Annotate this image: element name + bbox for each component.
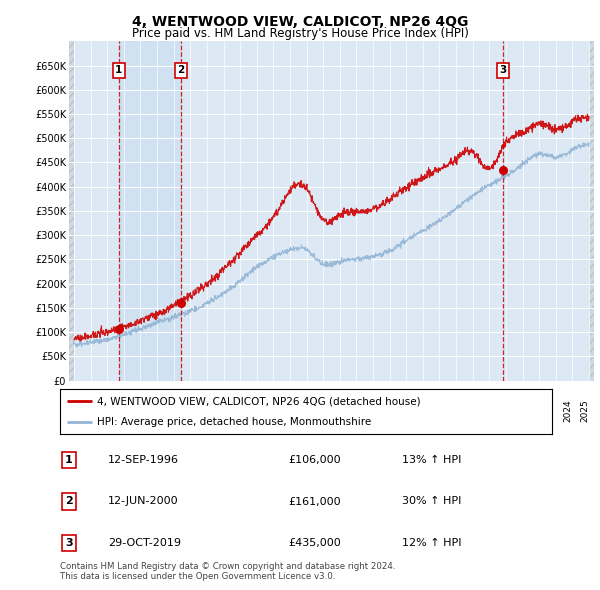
- Text: 2006: 2006: [265, 399, 274, 422]
- Text: 2023: 2023: [547, 399, 556, 422]
- Text: Price paid vs. HM Land Registry's House Price Index (HPI): Price paid vs. HM Land Registry's House …: [131, 27, 469, 40]
- Text: £161,000: £161,000: [288, 497, 341, 506]
- Bar: [589, 41, 594, 381]
- Text: 2005: 2005: [248, 399, 257, 422]
- Text: 12-JUN-2000: 12-JUN-2000: [108, 497, 179, 506]
- Text: 2003: 2003: [215, 399, 224, 422]
- Text: 2025: 2025: [580, 399, 589, 422]
- Text: 2011: 2011: [347, 399, 356, 422]
- Text: 1994: 1994: [65, 399, 74, 422]
- Text: 2004: 2004: [231, 399, 240, 422]
- Text: 2014: 2014: [397, 399, 406, 422]
- Text: 30% ↑ HPI: 30% ↑ HPI: [402, 497, 461, 506]
- Text: 2012: 2012: [364, 399, 373, 422]
- Text: Contains HM Land Registry data © Crown copyright and database right 2024.: Contains HM Land Registry data © Crown c…: [60, 562, 395, 571]
- Text: 1999: 1999: [148, 399, 157, 422]
- Text: 1997: 1997: [115, 399, 124, 422]
- Text: 12-SEP-1996: 12-SEP-1996: [108, 455, 179, 465]
- Text: This data is licensed under the Open Government Licence v3.0.: This data is licensed under the Open Gov…: [60, 572, 335, 581]
- Text: 1: 1: [115, 65, 122, 75]
- Text: 1996: 1996: [98, 399, 107, 422]
- Text: 1998: 1998: [131, 399, 140, 422]
- Text: 29-OCT-2019: 29-OCT-2019: [108, 538, 181, 548]
- Text: 2019: 2019: [481, 399, 490, 422]
- Text: 2013: 2013: [380, 399, 389, 422]
- Text: 1995: 1995: [82, 399, 91, 422]
- Text: 2017: 2017: [447, 399, 456, 422]
- Text: 2: 2: [178, 65, 185, 75]
- Text: 4, WENTWOOD VIEW, CALDICOT, NP26 4QG: 4, WENTWOOD VIEW, CALDICOT, NP26 4QG: [132, 15, 468, 29]
- Text: 2008: 2008: [298, 399, 307, 422]
- Text: 2002: 2002: [198, 399, 207, 422]
- Text: 3: 3: [499, 65, 507, 75]
- Text: HPI: Average price, detached house, Monmouthshire: HPI: Average price, detached house, Monm…: [97, 417, 371, 427]
- Text: 2: 2: [65, 497, 73, 506]
- Text: 13% ↑ HPI: 13% ↑ HPI: [402, 455, 461, 465]
- Text: £435,000: £435,000: [288, 538, 341, 548]
- Text: 2001: 2001: [181, 399, 190, 422]
- Text: 2024: 2024: [563, 399, 572, 422]
- Text: 2022: 2022: [530, 399, 539, 422]
- Text: 2016: 2016: [430, 399, 439, 422]
- Text: 2020: 2020: [497, 399, 506, 422]
- Text: 3: 3: [65, 538, 73, 548]
- Bar: [69, 41, 74, 381]
- Text: 4, WENTWOOD VIEW, CALDICOT, NP26 4QG (detached house): 4, WENTWOOD VIEW, CALDICOT, NP26 4QG (de…: [97, 396, 421, 407]
- Text: 1: 1: [65, 455, 73, 465]
- Text: 2010: 2010: [331, 399, 340, 422]
- Text: £106,000: £106,000: [288, 455, 341, 465]
- Text: 2015: 2015: [414, 399, 423, 422]
- Text: 2018: 2018: [464, 399, 473, 422]
- Text: 12% ↑ HPI: 12% ↑ HPI: [402, 538, 461, 548]
- Bar: [119, 41, 181, 381]
- Text: 2009: 2009: [314, 399, 323, 422]
- Text: 2021: 2021: [514, 399, 523, 422]
- Text: 2007: 2007: [281, 399, 290, 422]
- Text: 2000: 2000: [164, 399, 173, 422]
